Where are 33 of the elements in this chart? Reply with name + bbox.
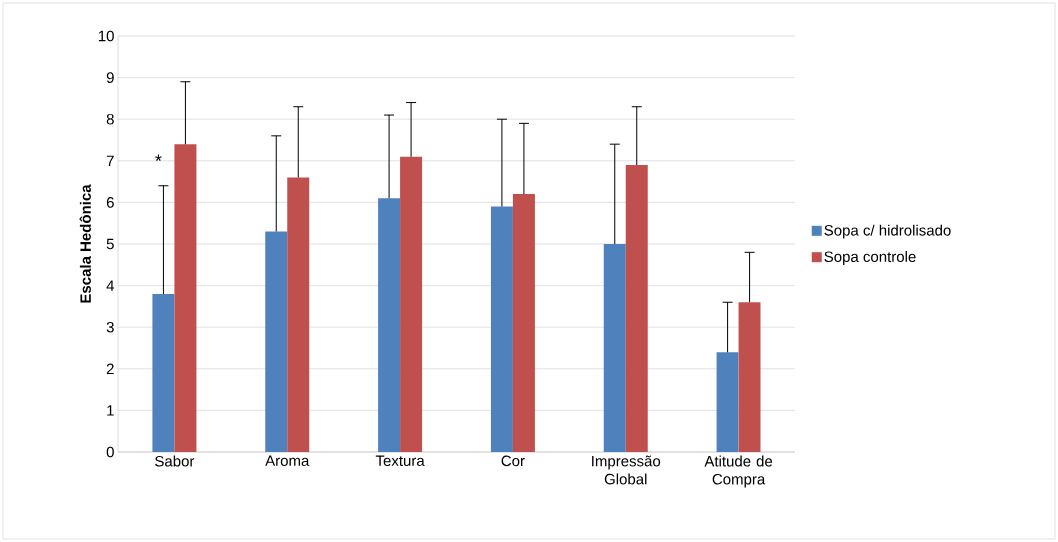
bar <box>625 164 648 452</box>
bar <box>174 144 197 452</box>
bar <box>400 156 423 452</box>
y-tick-label: 1 <box>107 405 114 416</box>
y-tick-label: 10 <box>98 30 114 42</box>
y-tick-label: 9 <box>106 72 114 83</box>
y-tick-label: 5 <box>106 238 114 250</box>
legend-label: Sopa controle <box>824 251 916 265</box>
y-tick-label: 8 <box>106 113 114 125</box>
y-tick-label: 6 <box>106 197 114 208</box>
y-tick-label: 4 <box>106 280 115 291</box>
annotation: * <box>155 154 162 161</box>
x-tick-label: Atitude de Compra <box>704 455 773 488</box>
y-tick-label: 0 <box>106 446 114 458</box>
x-tick-label: Sabor <box>155 455 195 467</box>
bar <box>490 206 513 452</box>
y-tick-label: 3 <box>106 321 114 333</box>
y-tick-label: 7 <box>106 155 114 166</box>
bar <box>738 302 761 452</box>
bar <box>716 352 739 452</box>
y-tick-label: 2 <box>106 363 114 375</box>
bar <box>603 244 626 452</box>
bar <box>265 231 288 452</box>
bar <box>512 194 535 452</box>
legend-label: Sopa c/ hidrolisado <box>824 224 951 239</box>
y-axis-title: Escala Hedônica <box>79 184 91 303</box>
bar <box>378 198 401 452</box>
x-tick-label: Cor <box>501 455 525 467</box>
x-tick-label: Textura <box>375 455 425 466</box>
x-tick-label: Aroma <box>265 455 310 466</box>
bar <box>287 177 310 452</box>
bar <box>152 293 175 452</box>
x-tick-label: Impressão Global <box>592 455 661 485</box>
